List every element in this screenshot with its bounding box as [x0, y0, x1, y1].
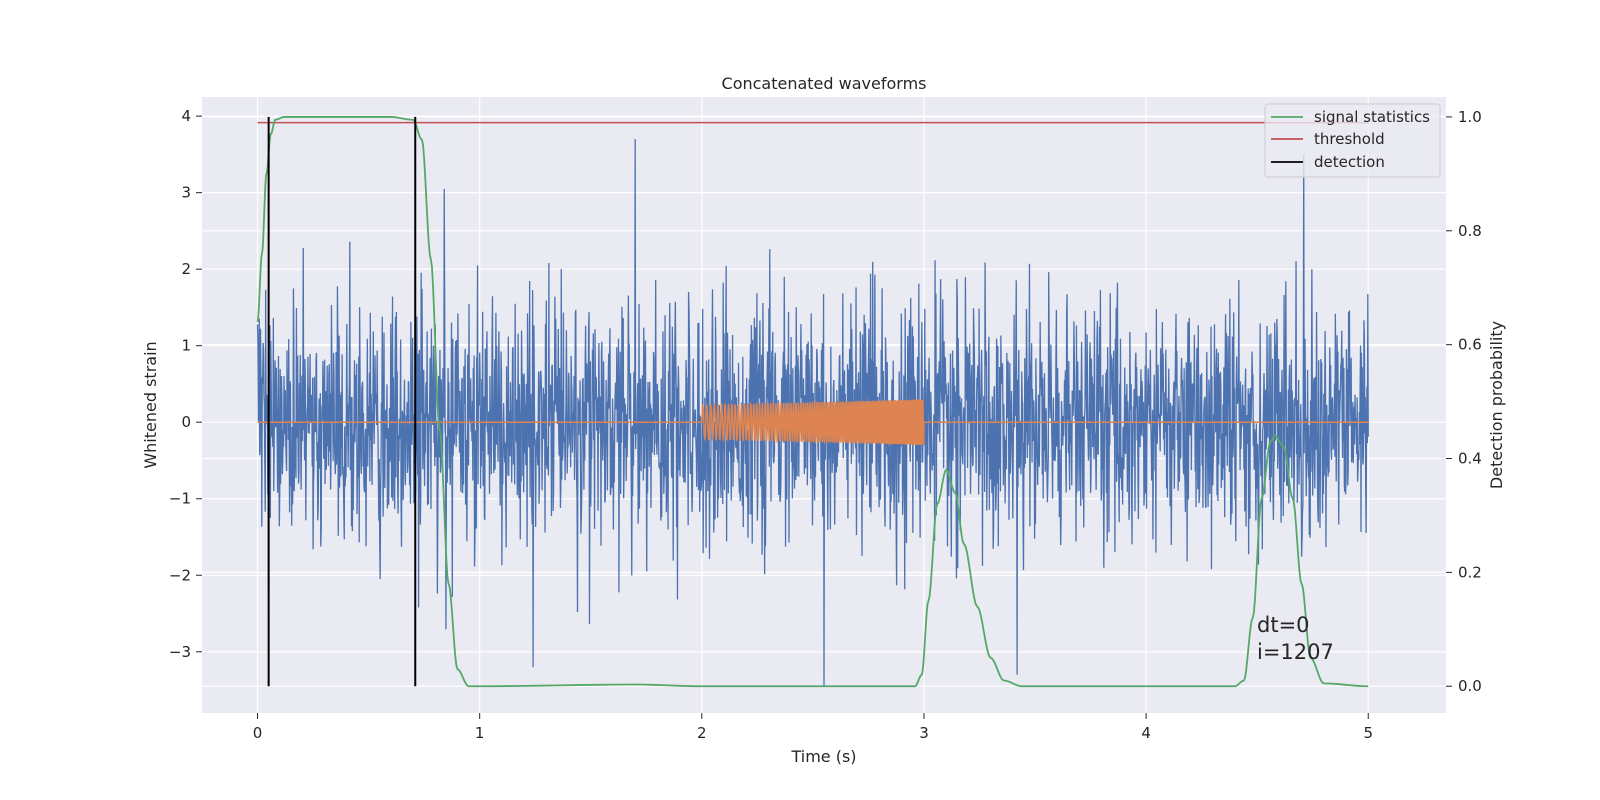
legend-label-threshold: threshold — [1314, 130, 1385, 148]
y2-tick-label-0: 0.0 — [1458, 677, 1482, 695]
y-tick-label-5: 2 — [181, 260, 191, 278]
series-injection-line — [257, 399, 1369, 447]
annotation: dt=0 i=1207 — [1257, 613, 1334, 664]
x-tick-label-2: 2 — [697, 724, 707, 742]
y-tick-label-0: −3 — [169, 643, 191, 661]
y2-tick-label-3: 0.6 — [1458, 336, 1482, 354]
x-tick-label-0: 0 — [253, 724, 263, 742]
chart-title: Concatenated waveforms — [722, 74, 927, 93]
y-axis-label: Whitened strain — [141, 341, 160, 468]
annotation-dt: dt=0 — [1257, 613, 1310, 637]
annotation-index: i=1207 — [1257, 640, 1334, 664]
x-tick-label-1: 1 — [475, 724, 485, 742]
y-tick-label-7: 4 — [181, 107, 191, 125]
y-tick-label-1: −2 — [169, 566, 191, 584]
y-tick-label-3: 0 — [181, 413, 191, 431]
series-whitened-strain-line — [256, 139, 1369, 687]
legend-label-detection: detection — [1314, 153, 1385, 171]
y2-axis-label: Detection probability — [1487, 321, 1506, 489]
y-tick-label-2: −1 — [169, 490, 191, 508]
y-tick-label-4: 1 — [181, 337, 191, 355]
legend-label-signal-statistics: signal statistics — [1314, 108, 1430, 126]
y-tick-label-6: 3 — [181, 184, 191, 202]
x-axis-label: Time (s) — [790, 747, 856, 766]
y2-tick-label-2: 0.4 — [1458, 450, 1482, 468]
x-tick-label-5: 5 — [1363, 724, 1373, 742]
x-tick-label-4: 4 — [1141, 724, 1151, 742]
axes-layer: 0 1 2 3 4 5 −3 −2 −1 0 1 2 3 4 0.0 0.2 0.4 0.6 0.8 1.0 — [169, 107, 1482, 742]
y2-tick-label-5: 1.0 — [1458, 108, 1482, 126]
legend-box — [1264, 103, 1441, 178]
legend: signal statistics threshold detection — [1264, 103, 1441, 178]
x-tick-label-3: 3 — [919, 724, 929, 742]
y2-tick-label-1: 0.2 — [1458, 563, 1482, 581]
series-layer — [256, 116, 1369, 688]
y2-tick-label-4: 0.8 — [1458, 222, 1482, 240]
series-signal-statistics-line — [256, 116, 1369, 688]
